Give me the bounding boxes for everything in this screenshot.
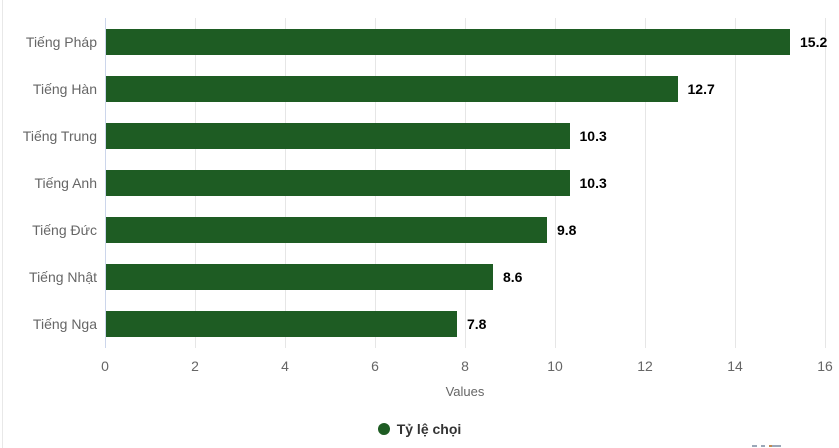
x-tick-label: 6 — [371, 358, 379, 374]
gridline — [735, 18, 736, 348]
bar[interactable] — [106, 122, 570, 149]
bar-value-label: 7.8 — [467, 316, 487, 333]
bar-value-label: 12.7 — [687, 80, 715, 97]
bar-value-label: 10.3 — [579, 175, 607, 191]
gridline — [645, 18, 646, 348]
bar[interactable] — [106, 311, 457, 338]
bar[interactable] — [106, 264, 493, 291]
category-label: Tiếng Trung — [22, 127, 97, 144]
gridline — [825, 18, 826, 348]
legend-marker-icon — [377, 423, 390, 435]
plot-area: 15.2 12.7 10.3 10.3 9.8 8.6 7.8 — [105, 18, 828, 348]
legend-label: Tỷ lệ chọi — [396, 421, 462, 437]
x-tick-label: 12 — [637, 358, 653, 374]
page-left-border — [2, 0, 3, 448]
bar-value-label: 10.3 — [579, 127, 607, 144]
category-label: Tiếng Đức — [32, 222, 97, 239]
bar[interactable] — [106, 217, 547, 244]
category-label: Tiếng Pháp — [25, 33, 97, 50]
x-tick-label: 8 — [461, 358, 469, 374]
legend-item[interactable]: Tỷ lệ chọi — [0, 421, 839, 437]
bar-value-label: 9.8 — [557, 222, 577, 239]
category-label: Tiếng Nga — [32, 316, 97, 333]
category-label: Tiếng Anh — [34, 175, 97, 191]
x-axis-title: Values — [445, 384, 485, 399]
category-label: Tiếng Hàn — [32, 80, 97, 97]
category-label: Tiếng Nhật — [29, 269, 97, 286]
x-tick-label: 4 — [281, 358, 289, 374]
x-tick-label: 16 — [817, 358, 833, 374]
bar[interactable] — [106, 75, 678, 102]
x-tick-label: 0 — [101, 358, 109, 374]
bar-value-label: 15.2 — [800, 33, 828, 50]
bar[interactable] — [106, 28, 790, 55]
x-tick-label: 2 — [191, 358, 199, 374]
x-tick-label: 14 — [727, 358, 743, 374]
cropped-watermark — [752, 445, 785, 448]
x-tick-label: 10 — [547, 358, 563, 374]
bar[interactable] — [106, 170, 570, 196]
bar-value-label: 8.6 — [503, 269, 523, 286]
category-axis-line — [105, 18, 106, 348]
